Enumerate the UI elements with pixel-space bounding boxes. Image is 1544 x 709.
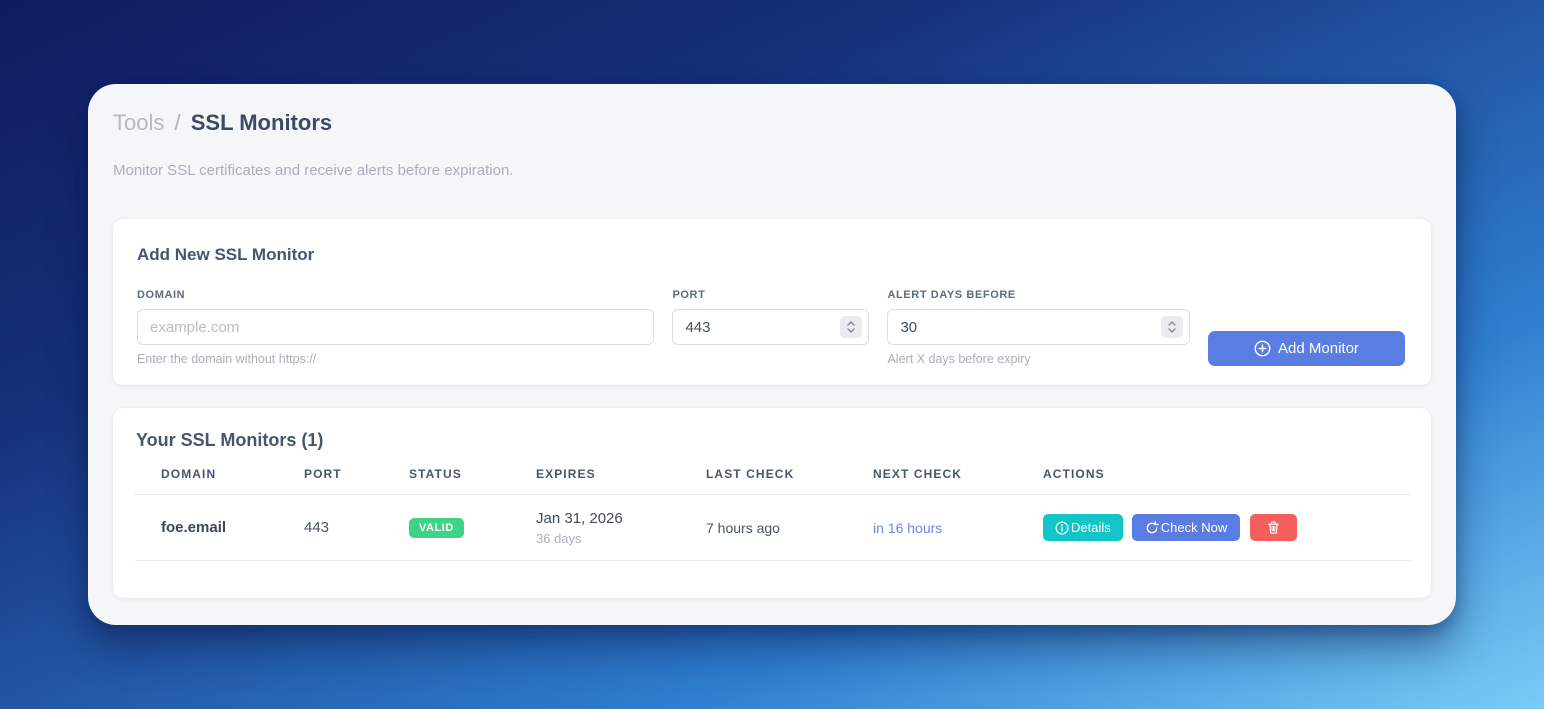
column-header-domain: DOMAIN	[135, 467, 304, 495]
monitors-list-title: Your SSL Monitors (1)	[136, 430, 324, 450]
add-monitor-card: Add New SSL Monitor DOMAIN Enter the dom…	[113, 219, 1431, 385]
port-field-group: PORT	[672, 289, 870, 345]
check-now-button[interactable]: Check Now	[1131, 514, 1241, 541]
port-label: PORT	[672, 289, 706, 301]
page-title: SSL Monitors	[190, 110, 333, 135]
alert-days-field-group: ALERT DAYS BEFORE Alert X days before ex…	[887, 289, 1190, 366]
add-monitor-button[interactable]: Add Monitor	[1207, 331, 1405, 366]
plus-circle-icon	[1254, 340, 1271, 357]
next-check-time: in 16 hours	[873, 494, 1043, 561]
last-check-time: 7 hours ago	[706, 494, 873, 561]
table-header-row: DOMAIN PORT STATUS EXPIRES LAST CHECK NE…	[135, 467, 1411, 495]
monitor-domain: foe.email	[135, 494, 304, 561]
alert-days-stepper[interactable]	[1160, 316, 1183, 338]
trash-icon	[1266, 520, 1281, 535]
monitor-port: 443	[304, 494, 409, 561]
monitors-list-card: Your SSL Monitors (1) DOMAIN PORT STATUS…	[113, 408, 1431, 598]
column-header-status: STATUS	[409, 467, 536, 495]
alert-days-label: ALERT DAYS BEFORE	[887, 289, 1016, 301]
delete-monitor-button[interactable]	[1250, 514, 1298, 541]
breadcrumb-tools-link[interactable]: Tools	[113, 110, 165, 135]
alert-days-help-text: Alert X days before expiry	[887, 352, 1031, 366]
expires-date: Jan 31, 2026	[536, 509, 623, 527]
column-header-port: PORT	[304, 467, 409, 495]
alert-days-input[interactable]	[887, 309, 1190, 345]
port-stepper[interactable]	[840, 316, 863, 338]
column-header-next-check: NEXT CHECK	[873, 467, 1043, 495]
add-monitor-card-title: Add New SSL Monitor	[137, 245, 315, 264]
add-monitor-form: DOMAIN Enter the domain without https://…	[137, 289, 1405, 366]
domain-field-group: DOMAIN Enter the domain without https://	[137, 289, 655, 366]
column-header-actions: ACTIONS	[1043, 467, 1411, 495]
page-subtitle: Monitor SSL certificates and receive ale…	[113, 162, 514, 179]
ssl-monitors-panel: Tools / SSL Monitors Monitor SSL certifi…	[88, 84, 1456, 625]
domain-label: DOMAIN	[137, 289, 186, 301]
column-header-expires: EXPIRES	[536, 467, 706, 495]
details-button-label: Details	[1071, 520, 1111, 535]
details-button[interactable]: Details	[1043, 514, 1123, 541]
status-badge: VALID	[409, 517, 464, 538]
monitors-table: DOMAIN PORT STATUS EXPIRES LAST CHECK NE…	[135, 467, 1411, 561]
refresh-icon	[1145, 520, 1159, 535]
add-monitor-button-label: Add Monitor	[1278, 340, 1359, 357]
row-actions: Details Check Now	[1043, 514, 1411, 541]
column-header-last-check: LAST CHECK	[706, 467, 873, 495]
monitor-row: foe.email 443 VALID Jan 31, 2026 36 days…	[135, 494, 1411, 561]
chevron-up-down-icon	[847, 321, 856, 333]
check-now-button-label: Check Now	[1160, 520, 1228, 535]
info-circle-icon	[1055, 520, 1069, 535]
domain-input[interactable]	[137, 309, 655, 345]
expires-days-remaining: 36 days	[536, 530, 582, 546]
port-input[interactable]	[672, 309, 870, 345]
domain-help-text: Enter the domain without https://	[137, 352, 317, 366]
breadcrumb: Tools / SSL Monitors	[113, 110, 1431, 136]
breadcrumb-separator: /	[174, 110, 181, 135]
chevron-up-down-icon	[1168, 321, 1176, 333]
